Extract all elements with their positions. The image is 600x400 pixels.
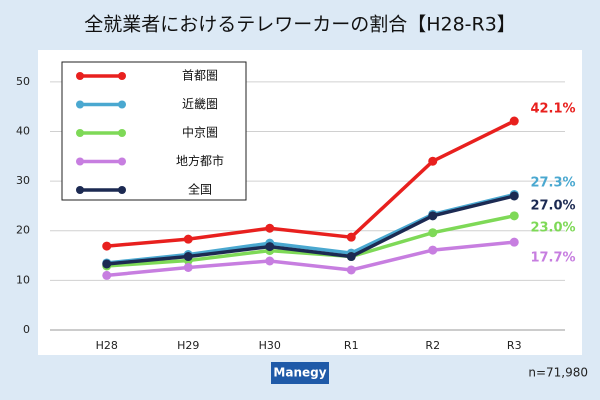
point bbox=[265, 223, 275, 233]
x-tick-label: R2 bbox=[425, 339, 440, 352]
y-tick-label: 30 bbox=[16, 174, 30, 187]
legend-label: 中京圏 bbox=[182, 125, 218, 140]
legend-marker bbox=[76, 100, 84, 109]
y-tick-label: 50 bbox=[16, 75, 30, 88]
logo-box bbox=[271, 362, 329, 384]
legend-marker bbox=[118, 157, 126, 166]
point bbox=[183, 262, 193, 272]
legend-label: 全国 bbox=[188, 182, 212, 197]
legend-marker bbox=[118, 129, 126, 137]
chart-title: 全就業者におけるテレワーカーの割合【H28-R3】 bbox=[84, 14, 516, 36]
value-label: 17.7% bbox=[530, 251, 575, 266]
x-tick-label: R3 bbox=[507, 339, 522, 352]
point bbox=[346, 232, 356, 242]
legend-marker bbox=[118, 186, 126, 194]
point bbox=[428, 228, 438, 238]
y-tick-label: 10 bbox=[16, 273, 30, 286]
value-label: 23.0% bbox=[530, 221, 575, 236]
point bbox=[509, 116, 519, 126]
point bbox=[346, 265, 356, 275]
point bbox=[428, 245, 438, 255]
point bbox=[509, 191, 519, 201]
plot: 0 10 20 30 40 50 H28 H29 H30 R1 R2 R3 42.1% 27.3% 23.0… bbox=[16, 61, 576, 352]
y-tick-label: 20 bbox=[16, 224, 30, 237]
legend-marker bbox=[76, 157, 84, 166]
point bbox=[102, 270, 112, 280]
y-tick-label: 0 bbox=[23, 323, 30, 336]
legend-label: 地方都市 bbox=[176, 153, 224, 168]
legend-marker bbox=[76, 129, 84, 137]
legend-marker bbox=[76, 72, 84, 80]
y-tick-label: 40 bbox=[16, 124, 30, 137]
legend-label: 近畿圏 bbox=[182, 97, 218, 111]
point bbox=[346, 252, 356, 262]
point bbox=[183, 252, 193, 262]
point bbox=[102, 259, 112, 269]
series-line bbox=[106, 119, 516, 248]
point bbox=[102, 241, 112, 251]
point bbox=[183, 234, 193, 244]
note: n=71,980 bbox=[528, 366, 588, 380]
legend-marker bbox=[118, 72, 126, 80]
logo: Manegy bbox=[273, 366, 326, 380]
x-tick-label: H30 bbox=[259, 339, 281, 352]
point bbox=[509, 237, 519, 247]
point bbox=[428, 211, 438, 221]
point bbox=[509, 211, 519, 221]
point bbox=[265, 256, 275, 266]
series-line bbox=[106, 214, 515, 268]
legend-marker bbox=[118, 100, 126, 109]
legend-label: 首都圏 bbox=[182, 69, 218, 83]
x-tick-label: R1 bbox=[344, 339, 359, 352]
series-line bbox=[106, 194, 515, 266]
legend-box bbox=[61, 61, 247, 201]
x-tick-label: H29 bbox=[177, 339, 199, 352]
x-tick-label: H28 bbox=[96, 339, 118, 352]
value-label: 27.3% bbox=[530, 176, 575, 191]
point bbox=[265, 242, 275, 252]
value-label: 42.1% bbox=[530, 102, 575, 117]
point bbox=[428, 156, 438, 166]
legend-marker bbox=[76, 186, 84, 194]
series-line bbox=[106, 240, 515, 278]
value-label: 27.0% bbox=[530, 199, 575, 214]
